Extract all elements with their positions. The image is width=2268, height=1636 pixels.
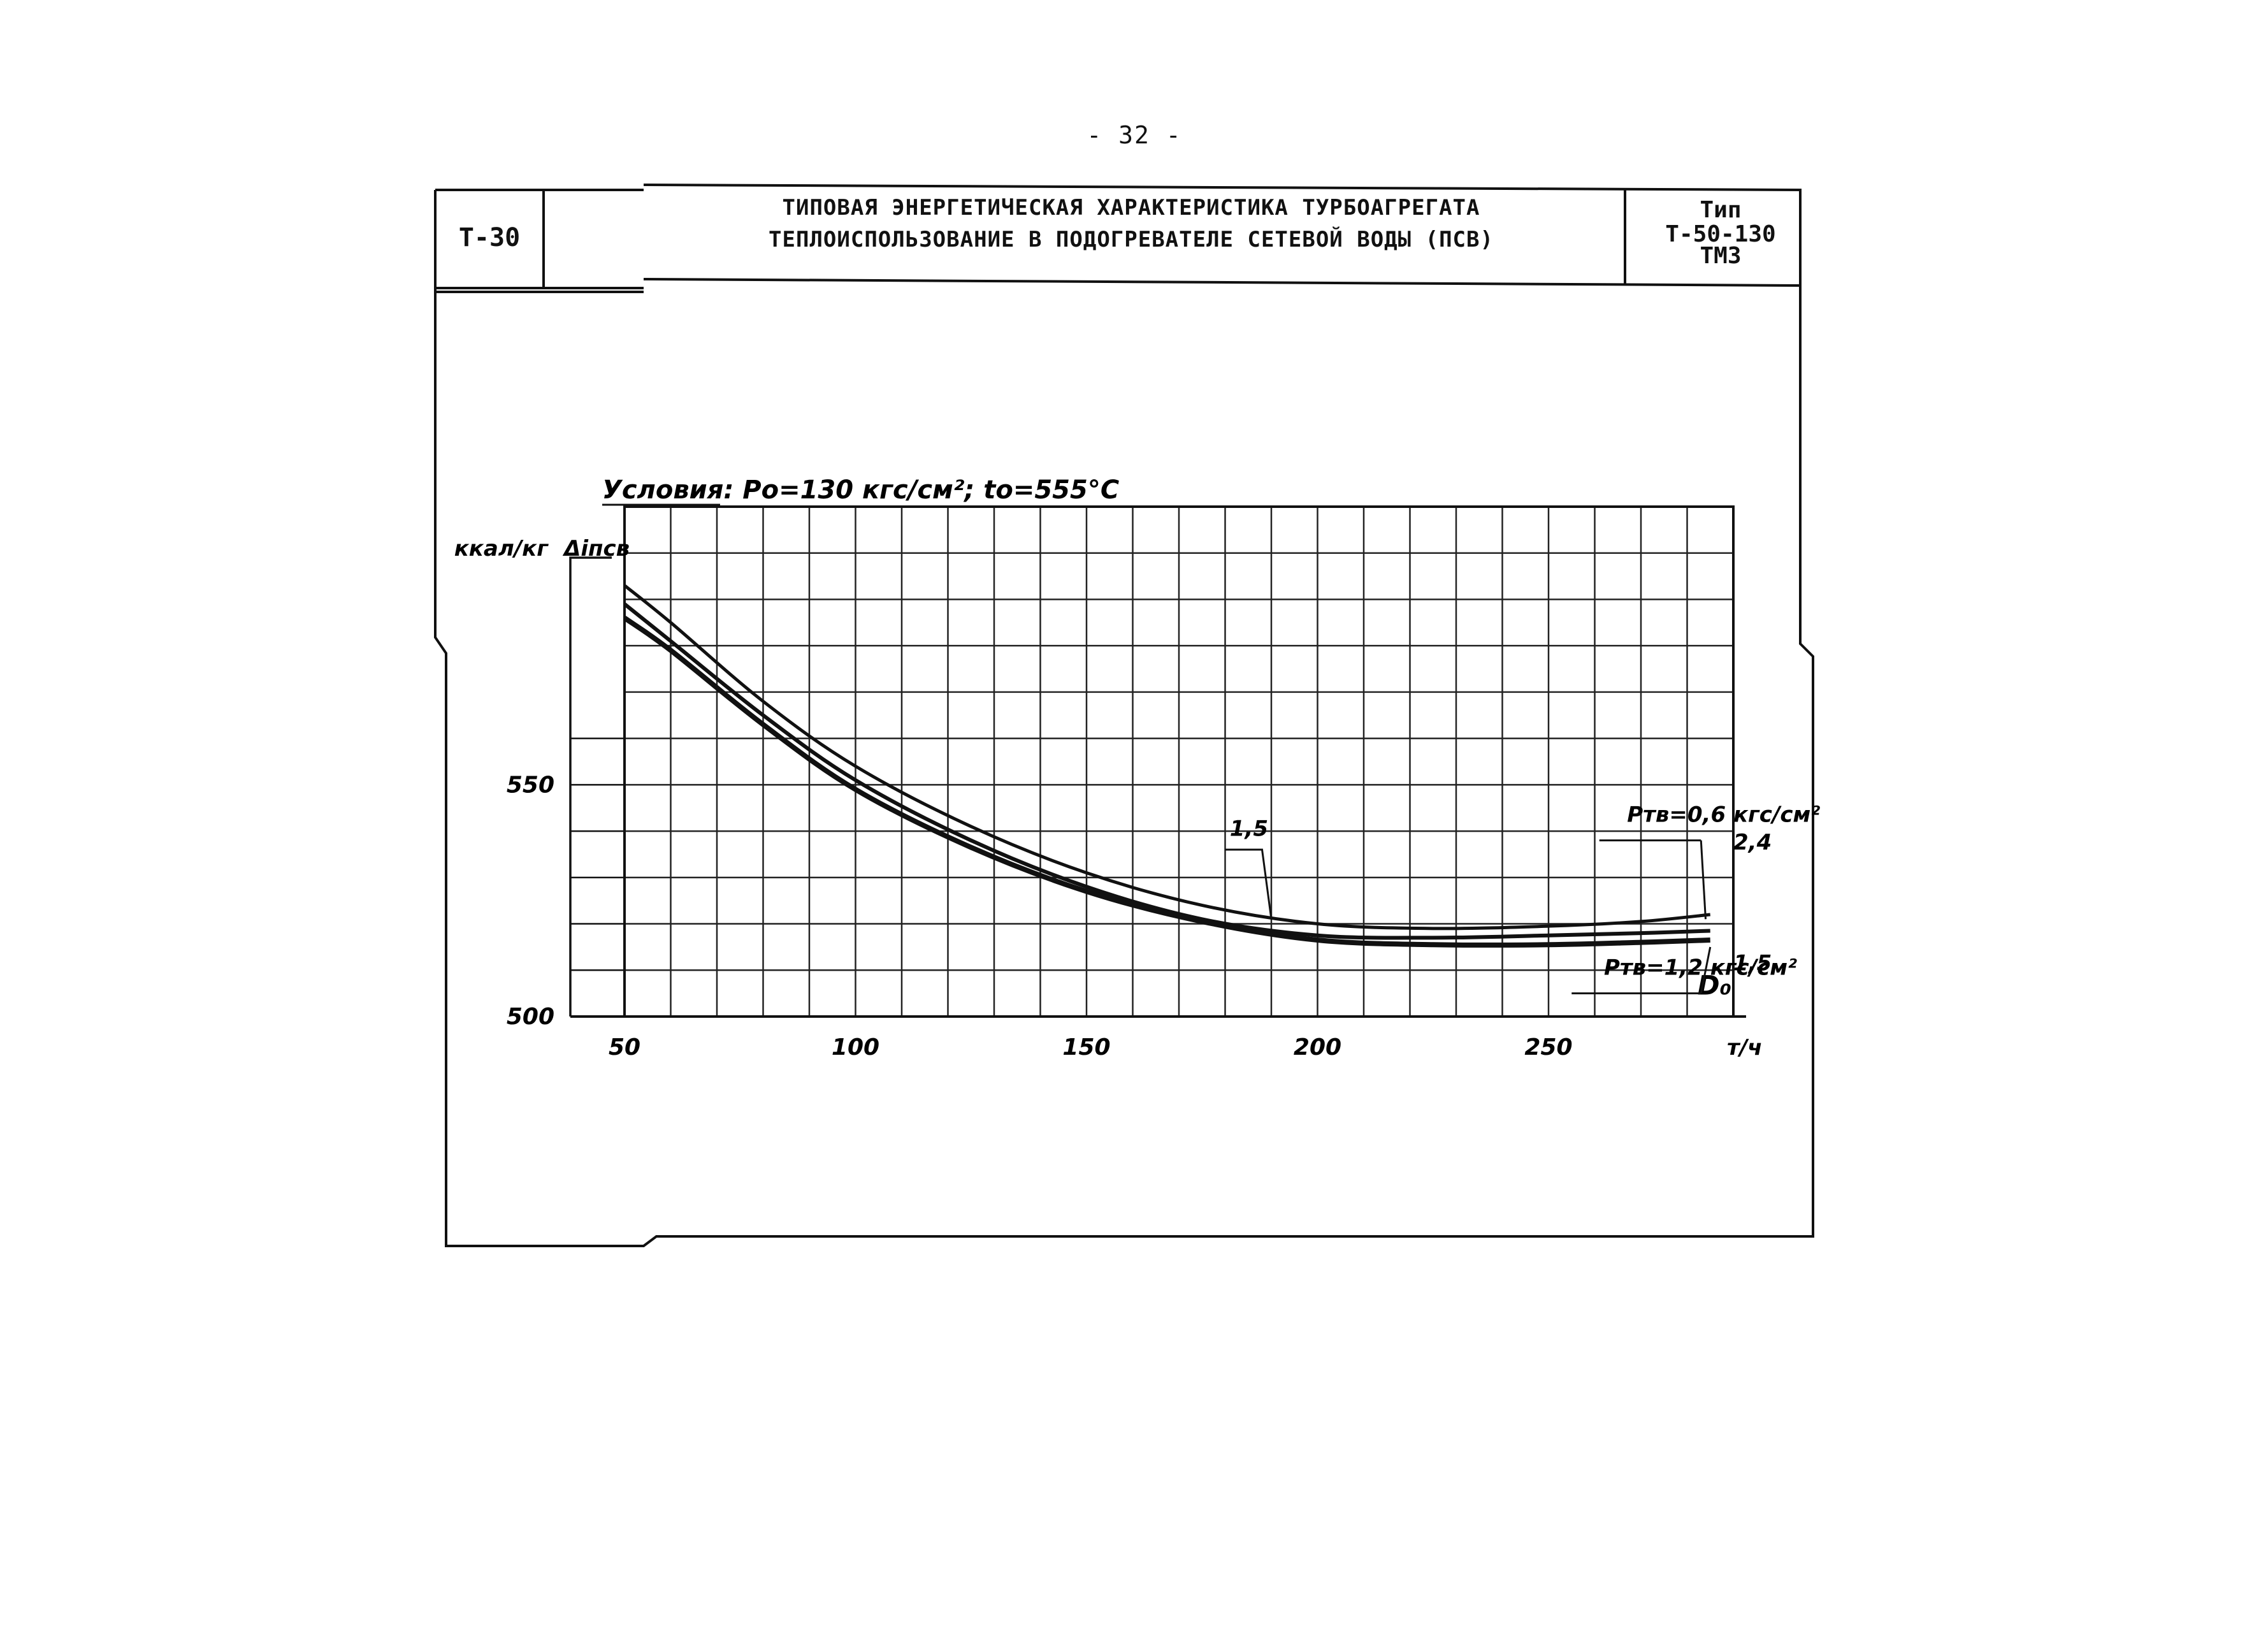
conditions-label: Условия: Pо=130 кгс/см²; tо=555°C <box>602 475 1119 505</box>
sheet-title-line2: ТЕПЛОИСПОЛЬЗОВАНИЕ В ПОДОГРЕВАТЕЛЕ СЕТЕВ… <box>769 227 1494 252</box>
curve-annotation: 2,4 <box>1733 830 1772 855</box>
type-label: Тип <box>1700 197 1742 223</box>
y-scale-axis <box>569 556 612 1017</box>
page-number: - 32 - <box>1087 121 1182 149</box>
x-unit-label: т/ч <box>1727 1035 1762 1061</box>
y-tick-label: 500 <box>507 1004 554 1030</box>
curve-annotation: 1,5 <box>1230 816 1268 841</box>
x-tick-label: 250 <box>1524 1034 1572 1061</box>
y-tick-label: 550 <box>507 772 554 798</box>
x-tick-label: 150 <box>1062 1034 1110 1061</box>
y-axis-label: Δiпсв <box>562 536 630 561</box>
curve-annotation: Pтв=1,2 кгс/см² <box>1604 955 1797 981</box>
chart-tick-labels: 50 100 150 200 250 500 550 <box>507 772 1573 1061</box>
chart-axes <box>569 505 1746 1018</box>
series-line <box>623 584 1711 930</box>
curve-annotation: Pтв=0,6 кгс/см² <box>1627 802 1820 828</box>
series-line <box>623 602 1710 940</box>
y-unit-label: ккал/кг <box>454 536 549 561</box>
curve-annotation: 1,5 <box>1733 950 1772 976</box>
x-tick-label: 50 <box>609 1034 640 1061</box>
annotation-leader <box>1225 848 1273 920</box>
x-tick-label: 200 <box>1294 1034 1341 1061</box>
chart-labels: Условия: Pо=130 кгс/см²; tо=555°C ккал/кг… <box>454 475 1821 1061</box>
sheet-title-line1: ТИПОВАЯ ЭНЕРГЕТИЧЕСКАЯ ХАРАКТЕРИСТИКА ТУ… <box>782 195 1480 221</box>
type-model: Т-50-130 <box>1665 221 1776 247</box>
header-frame <box>643 184 1802 287</box>
sheet-code: Т-30 <box>458 223 521 252</box>
body-frame <box>434 190 1814 1247</box>
annotation-leader <box>1700 946 1712 994</box>
type-manufacturer: ТМЗ <box>1700 243 1742 269</box>
annotation-leader <box>1700 840 1707 920</box>
series-line <box>623 616 1710 948</box>
chart-curves <box>623 584 1711 948</box>
chart-grid <box>623 505 1735 1018</box>
x-tick-label: 100 <box>832 1034 879 1061</box>
